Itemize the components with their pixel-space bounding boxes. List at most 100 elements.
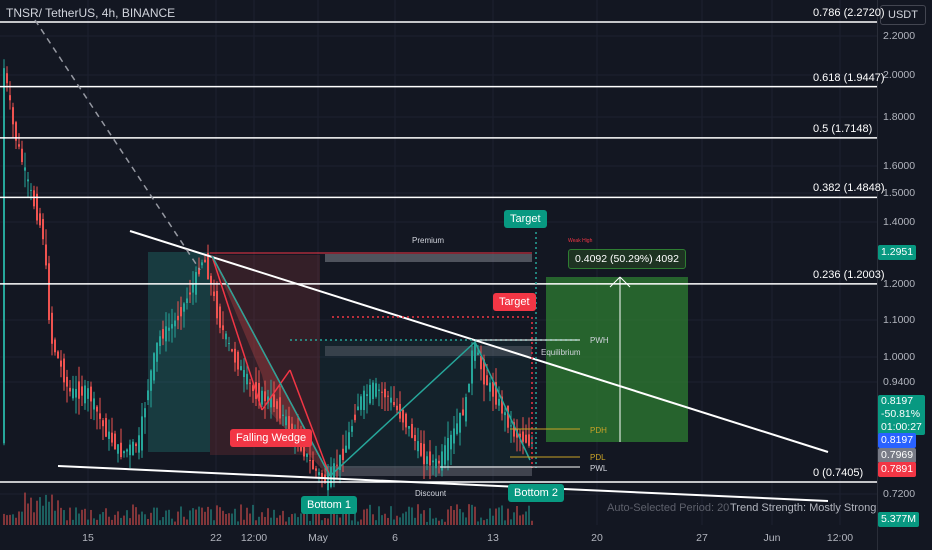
volume-bar: [81, 509, 83, 525]
volume-bar: [279, 515, 281, 525]
fib-label: 0.236 (1.2003): [813, 268, 885, 281]
volume-bar: [444, 521, 446, 525]
volume-bar: [144, 514, 146, 525]
volume-bar: [285, 521, 287, 525]
volume-bar: [342, 513, 344, 525]
bottom-1-label[interactable]: Bottom 1: [301, 496, 358, 514]
volume-bar: [27, 503, 29, 525]
volume-bar: [66, 520, 68, 525]
candle-body: [309, 460, 311, 462]
candle-body: [69, 387, 71, 392]
volume-bar: [147, 518, 149, 525]
volume-bar: [414, 517, 416, 525]
volume-bar: [150, 512, 152, 525]
candle-body: [354, 414, 356, 421]
volume-bar: [432, 518, 434, 525]
target-mid-label[interactable]: Target: [493, 293, 536, 311]
candle-body: [402, 409, 404, 423]
volume-bar: [210, 509, 212, 525]
volume-bar: [99, 514, 101, 525]
candle-body: [447, 438, 449, 461]
volume-bar: [360, 519, 362, 525]
target-top-label[interactable]: Target: [504, 210, 547, 228]
volume-bar: [336, 514, 338, 525]
candle-body: [465, 397, 467, 422]
current-price: 0.8197: [881, 395, 914, 407]
price-tag-level-2: 0.7969: [878, 448, 917, 463]
candle-body: [414, 435, 416, 442]
volume-bar: [297, 517, 299, 525]
volume-bar: [483, 520, 485, 525]
fib-label: 0.5 (1.7148): [813, 122, 873, 135]
candle-body: [30, 189, 32, 191]
volume-bar: [288, 517, 290, 525]
volume-bar: [507, 508, 509, 525]
volume-bar: [42, 505, 44, 525]
volume-bar: [129, 518, 131, 525]
candle-body: [216, 290, 218, 319]
volume-bar: [174, 521, 176, 525]
candle-body: [135, 443, 137, 447]
volume-bar: [105, 508, 107, 525]
volume-bar: [93, 518, 95, 525]
x-tick-label: 20: [591, 532, 603, 544]
candle-body: [228, 342, 230, 344]
volume-bar: [108, 516, 110, 525]
currency-button[interactable]: USDT: [880, 5, 926, 25]
candle-body: [174, 320, 176, 327]
candle-body: [246, 373, 248, 385]
volume-bar: [522, 514, 524, 525]
volume-bar: [294, 513, 296, 525]
candle-body: [279, 397, 281, 419]
volume-bar: [354, 507, 356, 525]
volume-bar: [21, 511, 23, 525]
volume-bar: [171, 518, 173, 525]
volume-bar: [213, 520, 215, 525]
candle-body: [489, 382, 491, 392]
volume-bar: [114, 514, 116, 525]
candle-body: [522, 431, 524, 442]
volume-bar: [198, 506, 200, 525]
candle-body: [48, 263, 50, 321]
candle-body: [147, 390, 149, 401]
volume-bar: [525, 511, 527, 525]
volume-bar: [501, 505, 503, 525]
candle-body: [372, 382, 374, 400]
candle-body: [345, 445, 347, 453]
candle-body: [54, 339, 56, 353]
falling-wedge-label[interactable]: Falling Wedge: [230, 429, 313, 447]
x-tick-label: 12:00: [240, 532, 268, 544]
x-tick-label: 13: [487, 532, 499, 544]
candle-body: [219, 306, 221, 328]
candle-body: [165, 326, 167, 342]
candle-body: [60, 360, 62, 367]
volume-bar: [267, 508, 269, 525]
volume-bar: [195, 509, 197, 525]
volume-bar: [60, 507, 62, 525]
candle-body: [207, 252, 209, 280]
candle-body: [237, 351, 239, 370]
volume-bar: [330, 512, 332, 525]
y-tick-label: 1.5000: [883, 187, 916, 199]
candle-body: [18, 144, 20, 147]
candle-body: [159, 336, 161, 347]
volume-bar: [357, 521, 359, 525]
volume-bar: [36, 500, 38, 525]
candle-body: [336, 464, 338, 466]
candle-body: [291, 423, 293, 433]
candle-body: [483, 359, 485, 385]
candle-body: [126, 449, 128, 452]
candle-body: [87, 388, 89, 399]
candle-body: [231, 349, 233, 352]
volume-bar: [516, 505, 518, 525]
candle-body: [408, 426, 410, 429]
bottom-2-label[interactable]: Bottom 2: [508, 484, 565, 502]
volume-bar: [465, 517, 467, 525]
volume-bar: [57, 500, 59, 525]
weak-high-label: Weak High: [568, 238, 593, 244]
candle-body: [192, 284, 194, 293]
volume-bar: [426, 521, 428, 525]
volume-bar: [69, 507, 71, 525]
volume-bar: [450, 506, 452, 525]
